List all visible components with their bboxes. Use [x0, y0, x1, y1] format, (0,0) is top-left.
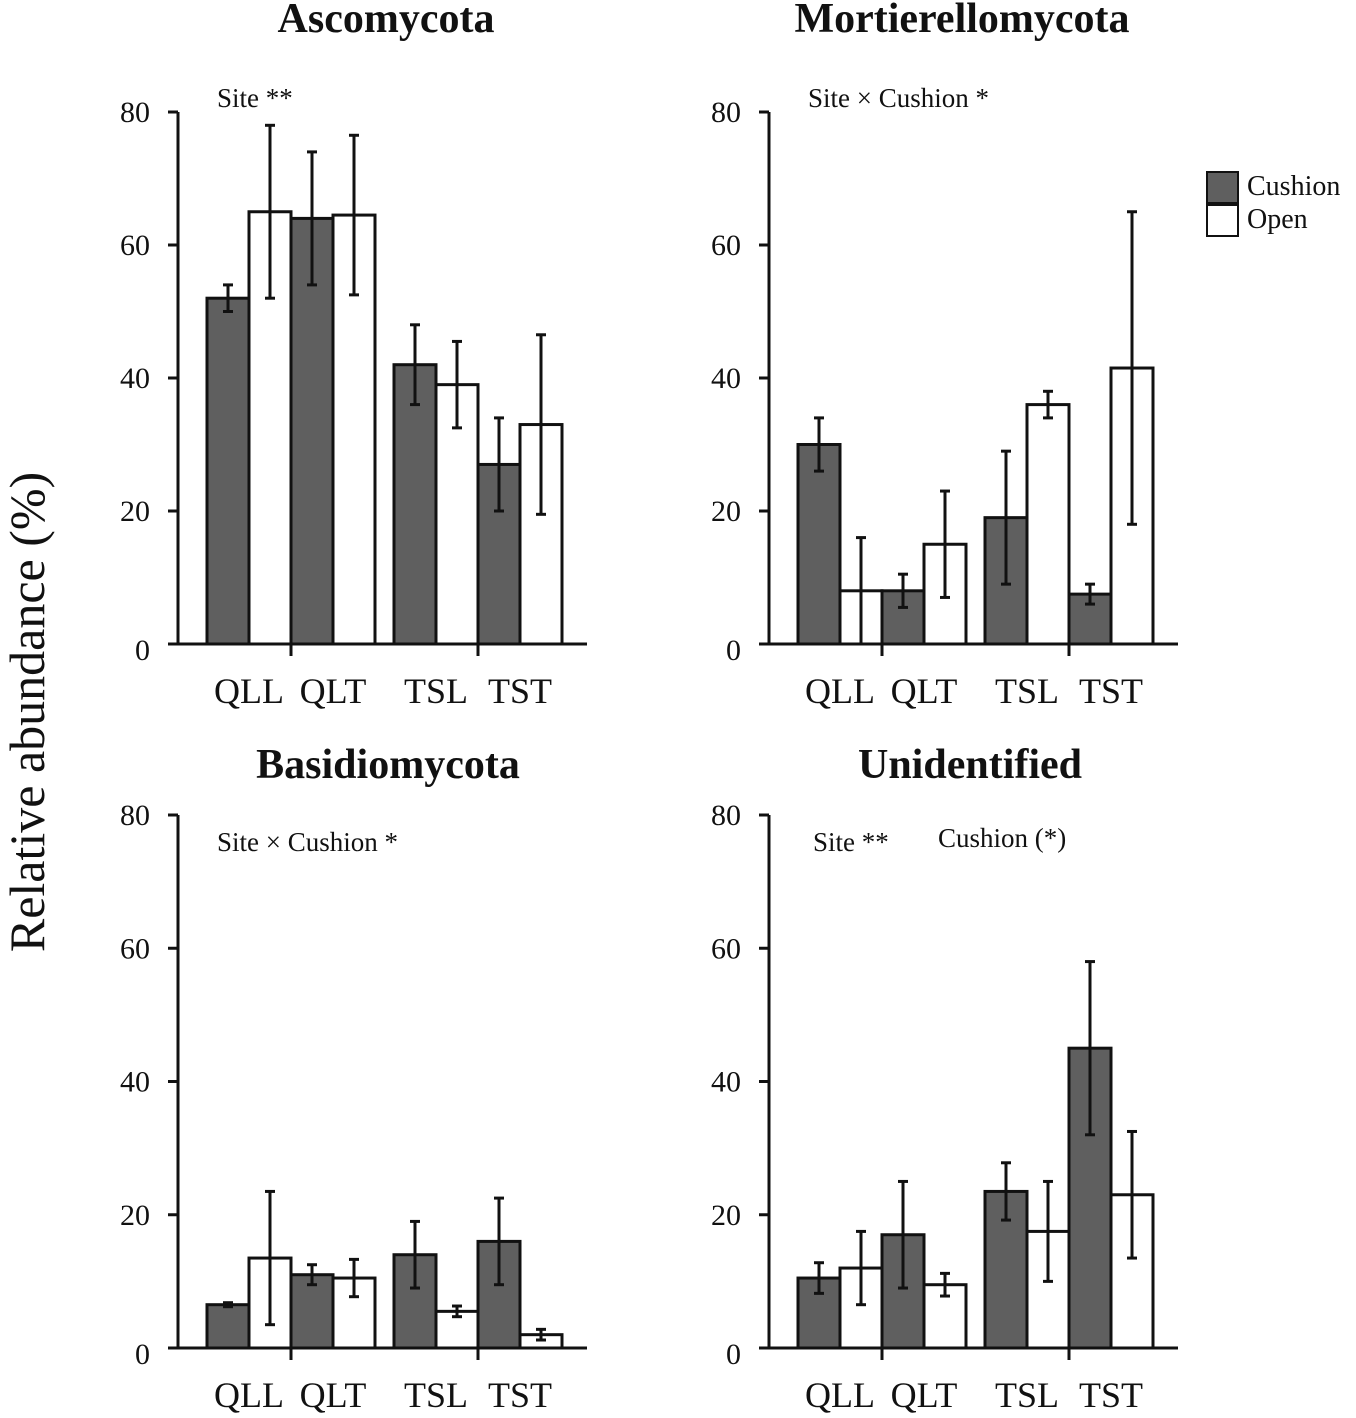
y-tick-label: 80 — [711, 799, 741, 832]
y-tick-label: 40 — [120, 1066, 150, 1099]
y-tick-label: 20 — [120, 1199, 150, 1232]
y-tick-label: 80 — [711, 96, 741, 129]
x-tick-label: QLT — [300, 1375, 367, 1415]
significance-annotation: Site ** — [217, 83, 293, 113]
chart-panel: Unidentified Site ** Cushion (*) 0 20 40 60 80 Q… — [711, 742, 1178, 1415]
x-tick-label: QLL — [214, 671, 284, 711]
bar-cushion — [880, 589, 926, 646]
x-tick-label: TSL — [404, 671, 468, 711]
x-tick-label: TSL — [404, 1375, 468, 1415]
bar-open — [1025, 403, 1071, 646]
significance-annotation: Cushion (*) — [938, 823, 1066, 853]
y-tick-label: 0 — [726, 634, 741, 667]
x-tick-label: TST — [1079, 1375, 1143, 1415]
x-tick-label: TSL — [995, 671, 1059, 711]
x-tick-label: TST — [1079, 671, 1143, 711]
chart-panel: Mortierellomycota Site × Cushion * 0 20 40 60… — [711, 0, 1178, 711]
chart-panel: Ascomycota Site ** 0 20 40 60 80 QLL QLT TSL TST — [120, 0, 587, 711]
legend: Cushion Open — [1206, 171, 1340, 237]
significance-annotation: Site × Cushion * — [808, 83, 989, 113]
x-tick-label: TST — [488, 671, 552, 711]
x-tick-label: TSL — [995, 1375, 1059, 1415]
legend-label-open: Open — [1247, 204, 1308, 235]
y-tick-label: 0 — [726, 1338, 741, 1371]
bar-cushion — [796, 443, 842, 646]
chart-panel: Basidiomycota Site × Cushion * 0 20 40 60 80 QL… — [120, 742, 587, 1415]
x-tick-label: TST — [488, 1375, 552, 1415]
y-tick-label: 0 — [135, 1338, 150, 1371]
chart-title: Unidentified — [858, 742, 1082, 788]
y-tick-label: 20 — [120, 495, 150, 528]
y-tick-label: 20 — [711, 495, 741, 528]
y-tick-label: 60 — [120, 229, 150, 262]
y-tick-label: 60 — [120, 932, 150, 965]
y-tick-label: 60 — [711, 229, 741, 262]
legend-swatch-open — [1206, 204, 1239, 237]
y-tick-label: 80 — [120, 96, 150, 129]
significance-annotation: Site ** — [813, 827, 889, 857]
y-tick-label: 40 — [711, 1066, 741, 1099]
chart-title: Basidiomycota — [256, 742, 520, 788]
x-tick-label: QLL — [805, 1375, 875, 1415]
y-tick-label: 20 — [711, 1199, 741, 1232]
bar-cushion — [392, 363, 438, 646]
bar-cushion — [205, 1303, 251, 1350]
significance-annotation: Site × Cushion * — [217, 827, 398, 857]
y-tick-label: 80 — [120, 799, 150, 832]
y-axis-label: Relative abundance (%) — [0, 472, 55, 952]
x-tick-label: QLT — [300, 671, 367, 711]
chart-title: Ascomycota — [278, 0, 495, 42]
x-tick-label: QLL — [805, 671, 875, 711]
y-tick-label: 60 — [711, 932, 741, 965]
x-tick-label: QLT — [891, 1375, 958, 1415]
x-tick-label: QLL — [214, 1375, 284, 1415]
y-tick-label: 40 — [711, 362, 741, 395]
chart-title: Mortierellomycota — [794, 0, 1129, 42]
x-tick-label: QLT — [891, 671, 958, 711]
bar-cushion — [205, 296, 251, 646]
y-tick-label: 0 — [135, 634, 150, 667]
legend-swatch-cushion — [1206, 171, 1239, 204]
y-tick-label: 40 — [120, 362, 150, 395]
legend-label-cushion: Cushion — [1247, 171, 1340, 202]
